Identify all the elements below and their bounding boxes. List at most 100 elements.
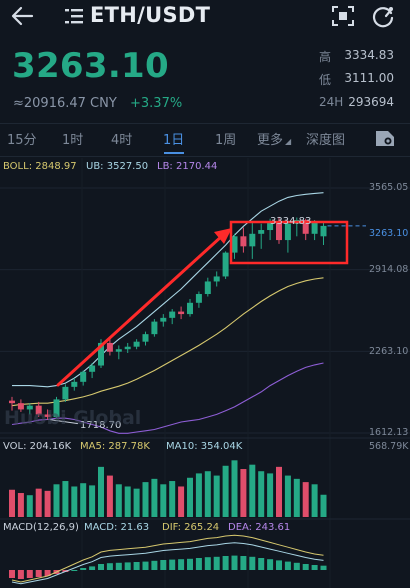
volume-bar xyxy=(293,478,300,517)
price-tick: 2914.08 xyxy=(369,264,409,275)
macd-bar xyxy=(133,562,140,570)
macd-bar xyxy=(124,562,131,570)
macd-bar xyxy=(284,561,291,570)
volume-label: VOL: 204.16K xyxy=(3,441,72,452)
tab-more[interactable]: 更多 ◢ xyxy=(257,129,291,148)
annotation-arrowhead xyxy=(214,228,232,244)
candle-body xyxy=(311,222,318,234)
volume-bar xyxy=(222,465,229,517)
candle-body xyxy=(240,236,247,247)
volume-bar xyxy=(187,477,193,517)
pair-title[interactable]: ETH/USDT xyxy=(90,3,211,27)
volume-bar xyxy=(276,466,282,517)
tab-depth[interactable]: 深度图 xyxy=(306,133,346,148)
candle-body xyxy=(169,311,176,318)
volume-bar xyxy=(231,460,238,517)
volume-bar xyxy=(133,488,140,517)
volume-bar xyxy=(17,493,24,517)
macd-bar xyxy=(106,563,113,570)
tab-1h[interactable]: 1时 xyxy=(62,133,84,148)
last-price: 3263.10 xyxy=(12,46,169,86)
volume-bar xyxy=(169,481,176,517)
candle-body xyxy=(249,233,256,247)
volume-bar xyxy=(62,481,69,517)
macd-bar xyxy=(115,562,122,570)
arrow-left-icon[interactable] xyxy=(8,4,36,28)
candle-body xyxy=(9,400,15,404)
candle-body xyxy=(151,321,158,335)
candle-body xyxy=(115,349,122,352)
refresh-icon[interactable] xyxy=(371,4,395,28)
candle-body xyxy=(231,236,238,253)
volume-bar xyxy=(89,485,96,517)
macd-bar xyxy=(9,570,15,578)
header-bar: ETH/USDT xyxy=(0,0,410,34)
candle-body xyxy=(204,281,211,295)
volume-bar xyxy=(115,484,122,517)
volume-bar xyxy=(26,495,33,517)
macd-bar xyxy=(98,564,104,570)
volume-bar xyxy=(213,475,220,517)
candle-body xyxy=(284,223,291,241)
volume-24h-value: 293694 xyxy=(348,95,394,109)
candle-body xyxy=(98,342,104,366)
boll-label: BOLL: 2848.97 xyxy=(3,161,77,172)
macd-bar xyxy=(151,560,158,570)
candle-body xyxy=(222,252,229,277)
candle-body xyxy=(80,371,87,382)
volume-bar xyxy=(240,469,247,517)
low-marker-line xyxy=(49,419,79,425)
boll-mid-line xyxy=(11,277,324,407)
candle-body xyxy=(187,302,193,315)
exchange-watermark: Huobi Global xyxy=(4,407,142,429)
boll-lower-line xyxy=(11,362,324,434)
high-label: 高 xyxy=(319,50,332,64)
tab-1w[interactable]: 1周 xyxy=(215,133,237,148)
price-tick: 3565.05 xyxy=(369,182,409,193)
low-label: 低 xyxy=(319,73,332,87)
volume-bar xyxy=(142,482,149,517)
lb-label: LB: 2170.44 xyxy=(157,161,218,172)
chart-settings-icon[interactable] xyxy=(374,128,396,148)
candle-body xyxy=(160,317,167,322)
annotation-box xyxy=(229,220,349,265)
list-icon[interactable] xyxy=(64,7,84,25)
candle-body xyxy=(320,225,327,237)
macd-bar xyxy=(293,562,300,570)
macd-bar xyxy=(302,564,309,570)
tab-4h[interactable]: 4时 xyxy=(111,133,133,148)
high-value: 3334.83 xyxy=(344,48,394,62)
macd-bar xyxy=(276,560,282,570)
dif-line xyxy=(11,534,324,583)
volume-max-tick: 568.79K xyxy=(369,441,409,452)
macd-bar xyxy=(204,557,211,570)
volume-bar xyxy=(9,489,15,517)
volume-bar xyxy=(160,484,167,517)
volume-bar xyxy=(311,484,318,517)
dif-label: DIF: 265.24 xyxy=(162,522,220,533)
macd-bar xyxy=(231,555,238,570)
macd-bar xyxy=(320,565,327,570)
active-tab-indicator xyxy=(164,152,184,154)
scan-icon[interactable] xyxy=(331,5,355,27)
caret-down-icon: ◢ xyxy=(285,137,292,146)
volume-bar xyxy=(35,488,42,517)
volume-bar xyxy=(151,478,158,517)
macd-bar xyxy=(17,570,24,579)
macd-bar xyxy=(249,556,256,570)
candle-body xyxy=(44,414,51,417)
ub-label: UB: 3527.50 xyxy=(86,161,149,172)
tab-1d[interactable]: 1日 xyxy=(163,133,185,148)
tab-15m[interactable]: 15分 xyxy=(7,133,37,148)
volume-bar xyxy=(98,466,104,517)
macd-bar xyxy=(213,556,220,570)
volume-bar xyxy=(258,471,265,517)
macd-bar xyxy=(240,556,247,570)
macd-bar xyxy=(267,559,274,570)
candle-body xyxy=(276,222,282,241)
macd-bar xyxy=(142,561,149,570)
tab-more-label: 更多 xyxy=(257,133,284,148)
candle-body xyxy=(35,405,42,415)
candle-body xyxy=(124,346,131,350)
